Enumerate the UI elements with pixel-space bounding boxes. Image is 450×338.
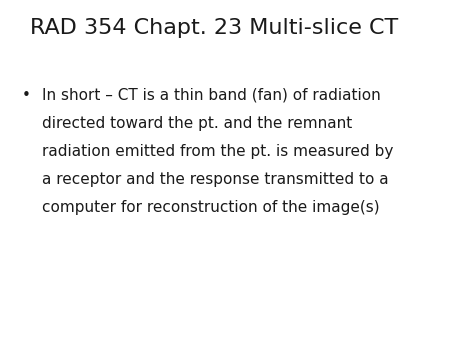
Text: directed toward the pt. and the remnant: directed toward the pt. and the remnant <box>42 116 352 131</box>
Text: radiation emitted from the pt. is measured by: radiation emitted from the pt. is measur… <box>42 144 393 159</box>
Text: RAD 354 Chapt. 23 Multi-slice CT: RAD 354 Chapt. 23 Multi-slice CT <box>30 18 398 38</box>
Text: a receptor and the response transmitted to a: a receptor and the response transmitted … <box>42 172 389 187</box>
Text: computer for reconstruction of the image(s): computer for reconstruction of the image… <box>42 200 380 215</box>
Text: •: • <box>22 88 31 103</box>
Text: In short – CT is a thin band (fan) of radiation: In short – CT is a thin band (fan) of ra… <box>42 88 381 103</box>
